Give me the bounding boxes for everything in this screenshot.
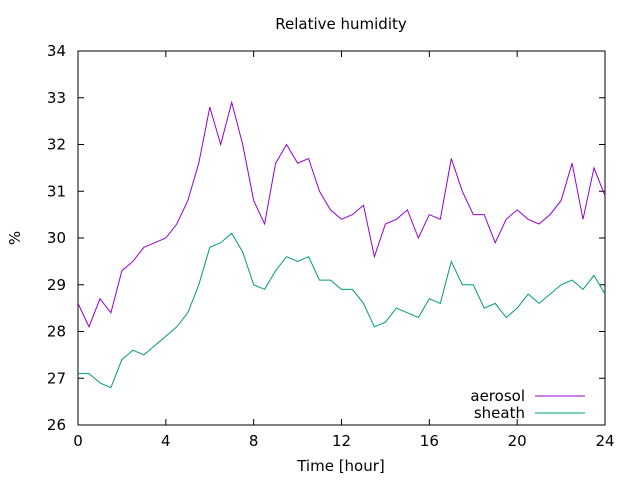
x-tick-label: 8 — [249, 432, 259, 450]
y-tick-label: 27 — [47, 369, 66, 387]
y-tick-label: 34 — [47, 42, 66, 60]
x-tick-label: 4 — [161, 432, 171, 450]
series-lines — [77, 100, 606, 389]
y-tick-label: 28 — [47, 323, 66, 341]
x-axis-label: Time [hour] — [296, 457, 385, 475]
x-tick-label: 20 — [508, 432, 527, 450]
x-tick-label: 0 — [73, 432, 83, 450]
x-tick-label: 16 — [420, 432, 439, 450]
y-tick-label: 29 — [47, 276, 66, 294]
x-tick-label: 24 — [595, 432, 614, 450]
series-line-sheath — [78, 232, 606, 389]
legend-label-sheath: sheath — [474, 404, 525, 422]
plot-area-frame — [77, 50, 606, 426]
y-axis-label: % — [6, 231, 24, 245]
y-axis: 26 27 28 29 30 31 32 33 34 — [47, 42, 605, 434]
y-tick-label: 32 — [47, 136, 66, 154]
x-tick-label: 12 — [332, 432, 351, 450]
y-tick-label: 31 — [47, 182, 66, 200]
y-tick-label: 26 — [47, 416, 66, 434]
y-tick-label: 30 — [47, 229, 66, 247]
legend-label-aerosol: aerosol — [470, 387, 525, 405]
y-tick-label: 33 — [47, 89, 66, 107]
chart-title: Relative humidity — [275, 15, 407, 33]
x-axis: 0 4 8 12 16 20 24 — [73, 51, 615, 450]
series-line-aerosol — [77, 100, 606, 329]
